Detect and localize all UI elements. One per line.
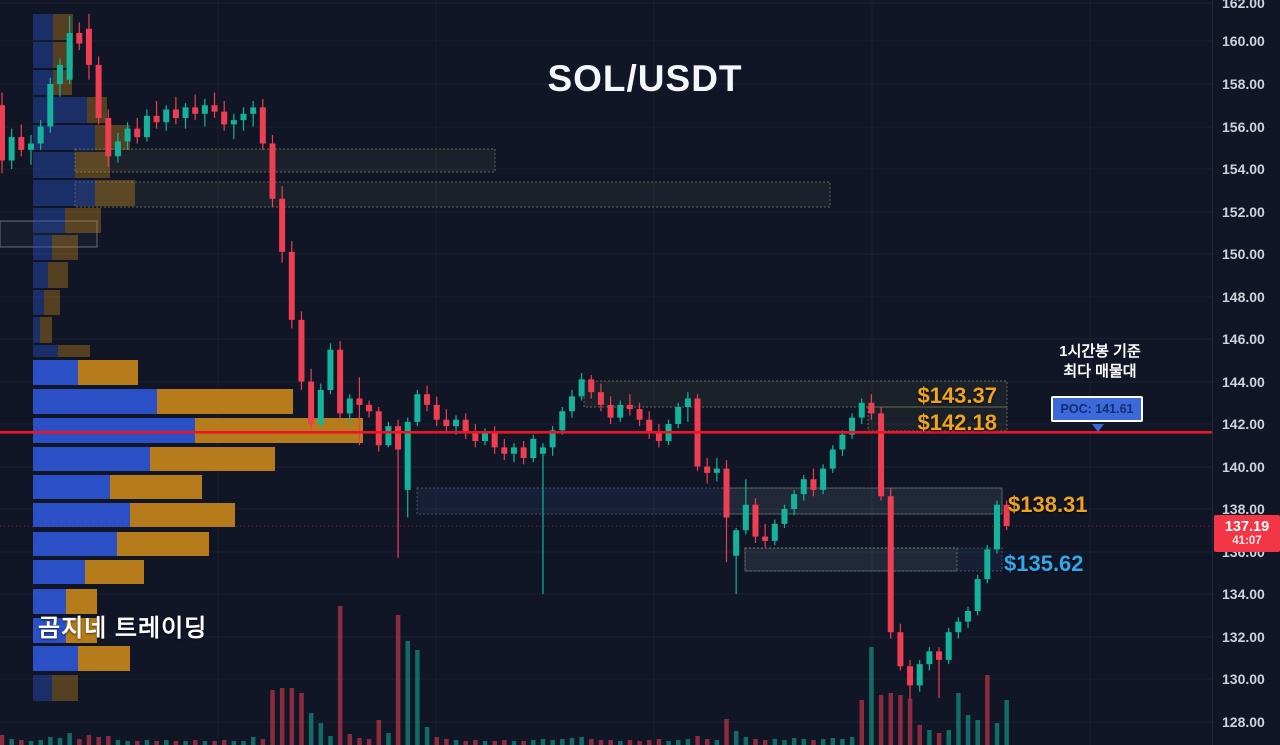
price-tick-label: 160.00 xyxy=(1222,33,1265,49)
price-tick-label: 134.00 xyxy=(1222,586,1265,602)
price-tick-label: 138.00 xyxy=(1222,501,1265,517)
zone-box[interactable] xyxy=(74,181,831,208)
last-price-value: 137.19 xyxy=(1224,519,1270,535)
zone-box[interactable] xyxy=(726,487,1003,515)
bar-countdown: 41:07 xyxy=(1232,535,1262,547)
price-target-label[interactable]: $138.31 xyxy=(1008,492,1088,517)
volume-profile xyxy=(33,14,363,701)
supply-demand-zones xyxy=(0,148,1008,572)
zone-box[interactable] xyxy=(74,148,496,173)
price-tick-label: 132.00 xyxy=(1222,629,1265,645)
last-price-badge: 137.19 41:07 xyxy=(1214,515,1280,552)
price-tick-label: 130.00 xyxy=(1222,671,1265,687)
poc-annotation-text: 1시간봉 기준 최다 매물대 xyxy=(1020,342,1180,382)
price-tick-label: 128.00 xyxy=(1222,714,1265,730)
price-tick-label: 154.00 xyxy=(1222,161,1265,177)
price-target-label[interactable]: $135.62 xyxy=(1004,551,1084,576)
price-target-label[interactable]: $142.18 xyxy=(917,410,997,435)
symbol-title: SOL/USDT xyxy=(547,58,743,99)
price-tick-label: 162.00 xyxy=(1222,0,1265,11)
price-tick-label: 140.00 xyxy=(1222,459,1265,475)
price-tick-label: 142.00 xyxy=(1222,416,1265,432)
poc-annotation-line2: 최다 매물대 xyxy=(1063,363,1137,380)
poc-callout[interactable]: POC: 141.61 xyxy=(1051,396,1143,422)
zone-box[interactable] xyxy=(744,547,958,572)
price-tick-label: 148.00 xyxy=(1222,289,1265,305)
price-tick-label: 158.00 xyxy=(1222,76,1265,92)
price-tick-label: 156.00 xyxy=(1222,119,1265,135)
price-tick-label: 152.00 xyxy=(1222,204,1265,220)
poc-callout-label: POC: 141.61 xyxy=(1060,402,1134,416)
price-target-label[interactable]: $143.37 xyxy=(917,383,997,408)
price-tick-label: 146.00 xyxy=(1222,331,1265,347)
poc-annotation-line1: 1시간봉 기준 xyxy=(1059,343,1141,360)
zone-box[interactable] xyxy=(583,380,1008,408)
zone-box[interactable] xyxy=(0,220,98,248)
candles xyxy=(0,13,1010,701)
price-axis[interactable]: 162.00 160.00 158.00 156.00 154.00 152.00 150.… xyxy=(1212,0,1280,745)
poc-callout-pointer xyxy=(1092,424,1104,432)
volume-bars xyxy=(0,606,1009,745)
watermark-text: 곰지네 트레이딩 xyxy=(38,615,208,642)
price-tick-label: 150.00 xyxy=(1222,246,1265,262)
price-tick-label: 144.00 xyxy=(1222,374,1265,390)
